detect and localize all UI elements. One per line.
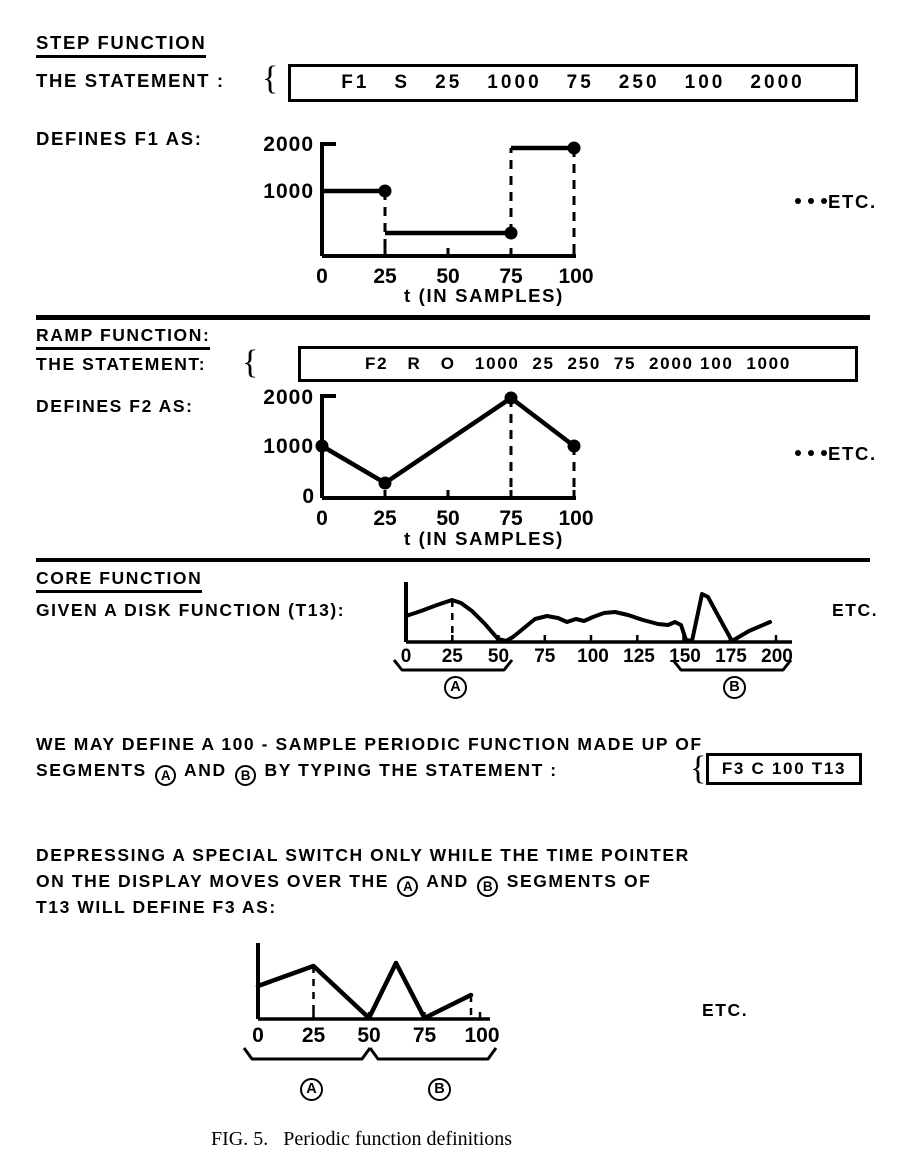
section-divider-2 (36, 558, 870, 562)
core-given-label: GIVEN A DISK FUNCTION (T13): (36, 600, 346, 620)
svg-text:1000: 1000 (263, 180, 314, 203)
figure-caption: FIG. 5. Periodic function definitions (211, 1128, 512, 1151)
svg-text:0: 0 (302, 485, 314, 508)
segment-b-label: B (434, 1081, 445, 1098)
section-divider-1 (36, 315, 870, 320)
p1-segment-mid: AND (178, 760, 234, 780)
segment-a-badge-f3: A (300, 1078, 323, 1101)
step-statement-brace: { (262, 60, 279, 97)
etc-dot (821, 198, 827, 204)
svg-text:75: 75 (413, 1024, 437, 1047)
ramp-function-chart: 2000 1000 0 0 25 50 75 100 (236, 386, 796, 533)
svg-text:175: 175 (715, 646, 747, 667)
step-function-chart: 2000 1000 0 25 50 75 100 (236, 133, 796, 291)
svg-text:75: 75 (499, 507, 523, 530)
segment-a-label: A (306, 1081, 317, 1098)
figure-caption-text: Periodic function definitions (283, 1128, 513, 1150)
segment-a-badge-inline-2: A (397, 876, 419, 898)
core-paragraph2-line3: T13 WILL DEFINE F3 AS: (36, 897, 277, 917)
svg-text:0: 0 (252, 1024, 264, 1047)
svg-text:50: 50 (436, 265, 459, 288)
svg-text:50: 50 (357, 1024, 380, 1047)
p2-segment-pre: ON THE DISPLAY MOVES OVER THE (36, 871, 396, 891)
step-statement-label: THE STATEMENT : (36, 70, 225, 91)
p2-segment-post: SEGMENTS OF (500, 871, 652, 891)
core-paragraph1-line1: WE MAY DEFINE A 100 - SAMPLE PERIODIC FU… (36, 734, 703, 754)
svg-text:25: 25 (442, 646, 464, 667)
step-statement-box[interactable]: F1 S 25 1000 75 250 100 2000 (288, 64, 858, 102)
segment-b-badge-inline-2: B (477, 876, 499, 898)
svg-text:0: 0 (316, 507, 328, 530)
svg-text:125: 125 (623, 646, 655, 667)
core-statement-text: F3 C 100 T13 (721, 759, 847, 778)
f3-function-chart: 0 25 50 75 100 (240, 935, 660, 1075)
core-etc-label: ETC. (832, 600, 879, 620)
etc-dot (808, 198, 814, 204)
p1-segment-pre: SEGMENTS (36, 760, 154, 780)
etc-dot (795, 198, 801, 204)
svg-text:100: 100 (464, 1024, 499, 1047)
ramp-etc-dots (795, 450, 827, 456)
ramp-statement-label: THE STATEMENT: (36, 354, 207, 374)
segment-a-label: A (450, 679, 461, 696)
svg-text:50: 50 (488, 646, 509, 667)
step-etc-label: ETC. (828, 191, 877, 212)
step-etc-dots (795, 198, 827, 204)
svg-text:0: 0 (401, 646, 412, 667)
svg-text:25: 25 (302, 1024, 326, 1047)
svg-text:200: 200 (761, 646, 793, 667)
svg-text:75: 75 (499, 265, 523, 288)
core-disk-function-chart: 0 25 50 75 100 125 150 175 200 (392, 578, 862, 698)
segment-b-badge-disk: B (723, 676, 746, 699)
section-heading-step: STEP FUNCTION (36, 32, 207, 58)
svg-text:50: 50 (436, 507, 459, 530)
svg-text:0: 0 (316, 265, 328, 288)
ramp-statement-text: F2 R O 1000 25 250 75 2000 100 1000 (364, 354, 791, 373)
svg-text:100: 100 (558, 507, 593, 530)
core-statement-brace: { (690, 750, 707, 787)
segment-a-badge-disk: A (444, 676, 467, 699)
ramp-defines-label: DEFINES F2 AS: (36, 396, 194, 416)
figure-caption-spacer (268, 1128, 283, 1150)
step-statement-text: F1 S 25 1000 75 250 100 2000 (341, 72, 805, 93)
segment-a-badge-inline-1: A (155, 765, 177, 787)
etc-dot (795, 450, 801, 456)
p1-segment-post: BY TYPING THE STATEMENT : (258, 760, 558, 780)
step-defines-label: DEFINES F1 AS: (36, 128, 203, 149)
core-paragraph1-line2: SEGMENTS A AND B BY TYPING THE STATEMENT… (36, 760, 558, 787)
svg-text:100: 100 (558, 265, 593, 288)
segment-b-label: B (729, 679, 740, 696)
core-statement-box[interactable]: F3 C 100 T13 (706, 753, 862, 785)
segment-b-badge-f3: B (428, 1078, 451, 1101)
ramp-xaxis-title: t (IN SAMPLES) (404, 528, 565, 549)
p2-segment-mid: AND (420, 871, 476, 891)
svg-text:2000: 2000 (263, 386, 314, 409)
ramp-statement-box[interactable]: F2 R O 1000 25 250 75 2000 100 1000 (298, 346, 858, 382)
svg-text:75: 75 (534, 646, 556, 667)
segment-b-badge-inline-1: B (235, 765, 257, 787)
f3-etc-label: ETC. (702, 1000, 749, 1020)
ramp-etc-label: ETC. (828, 443, 877, 464)
figure-caption-prefix: FIG. 5. (211, 1128, 269, 1150)
svg-text:25: 25 (373, 507, 397, 530)
svg-text:25: 25 (373, 265, 397, 288)
core-paragraph2-line1: DEPRESSING A SPECIAL SWITCH ONLY WHILE T… (36, 845, 690, 865)
etc-dot (808, 450, 814, 456)
core-paragraph2-line2: ON THE DISPLAY MOVES OVER THE A AND B SE… (36, 871, 652, 898)
svg-text:2000: 2000 (263, 133, 314, 156)
step-xaxis-title: t (IN SAMPLES) (404, 285, 565, 306)
svg-text:1000: 1000 (263, 435, 314, 458)
svg-text:100: 100 (577, 646, 609, 667)
ramp-statement-brace: { (242, 344, 259, 381)
svg-text:150: 150 (669, 646, 701, 667)
etc-dot (821, 450, 827, 456)
section-heading-ramp: RAMP FUNCTION: (36, 325, 211, 350)
section-heading-core: CORE FUNCTION (36, 568, 203, 593)
